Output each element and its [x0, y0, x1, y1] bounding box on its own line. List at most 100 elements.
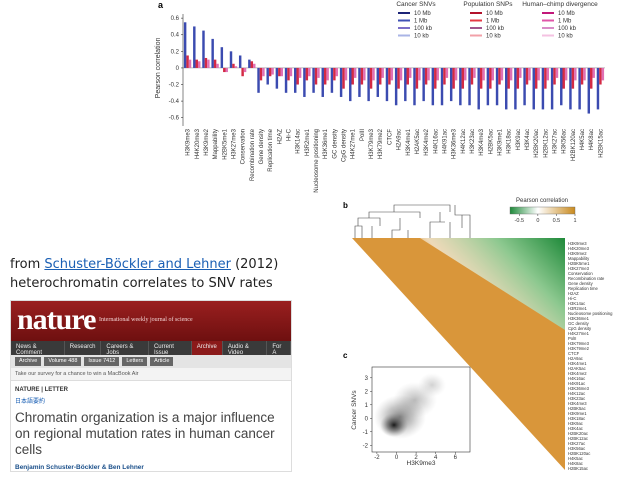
row-label: H4K12ac — [568, 391, 585, 396]
bar — [397, 67, 400, 89]
nav-item[interactable]: For A — [267, 341, 291, 356]
survey-link[interactable]: Take our survey for a chance to win a Ma… — [11, 368, 291, 381]
bar — [431, 67, 435, 106]
row-label: H3K4me1 — [568, 361, 587, 366]
bar — [298, 67, 302, 78]
bar — [195, 59, 198, 68]
breadcrumb[interactable]: Archive — [15, 357, 42, 366]
bar — [197, 61, 201, 68]
bar — [360, 67, 364, 85]
bar — [470, 67, 474, 85]
x-tick-label: H3K4me3 — [479, 128, 485, 155]
row-label: H2A9ac — [568, 356, 583, 361]
article-title: Chromatin organization is a major influe… — [15, 410, 275, 457]
bar — [379, 67, 382, 85]
journal-screenshot: nature International weekly journal of s… — [10, 300, 292, 472]
legend-label: 1 Mb — [486, 19, 500, 25]
nav-item[interactable]: Careers & Jobs — [101, 341, 149, 356]
bar — [477, 67, 480, 110]
bar — [323, 67, 327, 85]
bar — [243, 67, 247, 73]
bar — [183, 22, 187, 68]
x-tick-label: Hi-C — [287, 128, 293, 141]
row-label: H3K14ac — [568, 301, 585, 306]
bar — [415, 67, 419, 89]
bar — [257, 67, 260, 93]
breadcrumb[interactable]: Letters — [122, 357, 148, 366]
legend-label: 10 Mb — [558, 11, 575, 17]
nav-item[interactable]: Audio & Video — [223, 341, 268, 356]
bar — [229, 51, 233, 68]
row-label: H2AK5ac — [568, 366, 586, 371]
panel-c: -2 0 2 4 6 3 2 1 0 -1 -2 — [363, 376, 458, 461]
bar — [207, 59, 210, 68]
x-tick-label: H2BK5me1 — [222, 128, 228, 159]
y-axis-label: Cancer SNVs — [351, 390, 358, 430]
breadcrumb[interactable]: Volume 488 — [44, 357, 82, 366]
y-tick-label: -1 — [363, 430, 369, 436]
bar — [413, 67, 416, 106]
bar — [596, 67, 600, 110]
bar — [418, 67, 421, 81]
nav-item[interactable]: Archive — [191, 341, 223, 355]
row-label: H3K9me1 — [568, 411, 587, 416]
bar — [491, 67, 494, 81]
row-label: H2AZ — [568, 291, 579, 296]
citation-link[interactable]: Schuster-Böckler and Lehner — [44, 257, 231, 272]
row-label: H2BK5me1 — [568, 261, 590, 266]
bar — [390, 67, 394, 81]
japanese-link[interactable]: 日本語要約 — [15, 399, 46, 405]
breadcrumb[interactable]: Article — [150, 357, 174, 366]
bar — [388, 67, 391, 85]
breadcrumb[interactable]: Issue 7412 — [84, 357, 120, 366]
bar — [468, 67, 471, 106]
colorbar-tick-label: -0.5 — [515, 218, 524, 224]
row-label: Nucleosome positioning — [568, 311, 613, 316]
nav-item[interactable]: Current Issue — [149, 341, 192, 356]
nav-bar: News & Comment Research Careers & Jobs Curr… — [11, 341, 291, 356]
x-tick-label: 0 — [395, 455, 399, 461]
bar — [202, 30, 205, 68]
breadcrumbs: Archive Volume 488 Issue 7412 Letters Articl… — [11, 355, 291, 368]
legend-label: 10 Mb — [414, 11, 431, 17]
bar — [248, 59, 251, 68]
bar — [459, 67, 462, 106]
x-tick-label: CTCF — [387, 129, 393, 145]
row-label: H3K9me3 — [568, 241, 587, 246]
bar — [509, 67, 513, 81]
bar — [317, 67, 320, 78]
x-tick-label: H3K9ac — [516, 129, 522, 150]
y-tick-label: -2 — [363, 443, 369, 449]
x-tick-label: Recombination rate — [250, 128, 256, 181]
nav-item[interactable]: Research — [65, 341, 102, 355]
x-tick-label: H3K14ac — [296, 129, 302, 154]
bar — [193, 26, 196, 68]
x-tick-label: H4K27me1 — [351, 128, 357, 159]
x-tick-label: H3R2me1 — [305, 128, 311, 156]
bar — [473, 67, 476, 78]
row-label: H4K16ac — [568, 376, 585, 381]
bar — [369, 67, 373, 89]
bar — [583, 67, 586, 81]
row-label: H4K8ac — [568, 461, 583, 466]
bar — [590, 67, 593, 89]
colorbar-tick-label: 1 — [573, 218, 576, 224]
nav-item[interactable]: News & Comment — [11, 341, 65, 356]
legend-label: 100 kb — [486, 26, 505, 32]
bar — [550, 67, 554, 110]
bar — [464, 67, 467, 81]
y-tick-label: -0.2 — [169, 83, 180, 89]
bar — [204, 57, 208, 68]
y-tick-label: 0 — [176, 66, 180, 72]
x-tick-label: CpG density — [342, 129, 348, 162]
row-label: H3K4me2 — [568, 371, 587, 376]
x-axis-label: H3K9me3 — [407, 460, 436, 467]
row-label: H3K23ac — [568, 396, 585, 401]
bar — [564, 67, 568, 81]
bar — [534, 67, 538, 89]
bar — [372, 67, 375, 81]
bar — [587, 67, 591, 114]
bar — [259, 67, 263, 81]
x-tick-label: H3K36me1 — [323, 128, 329, 159]
